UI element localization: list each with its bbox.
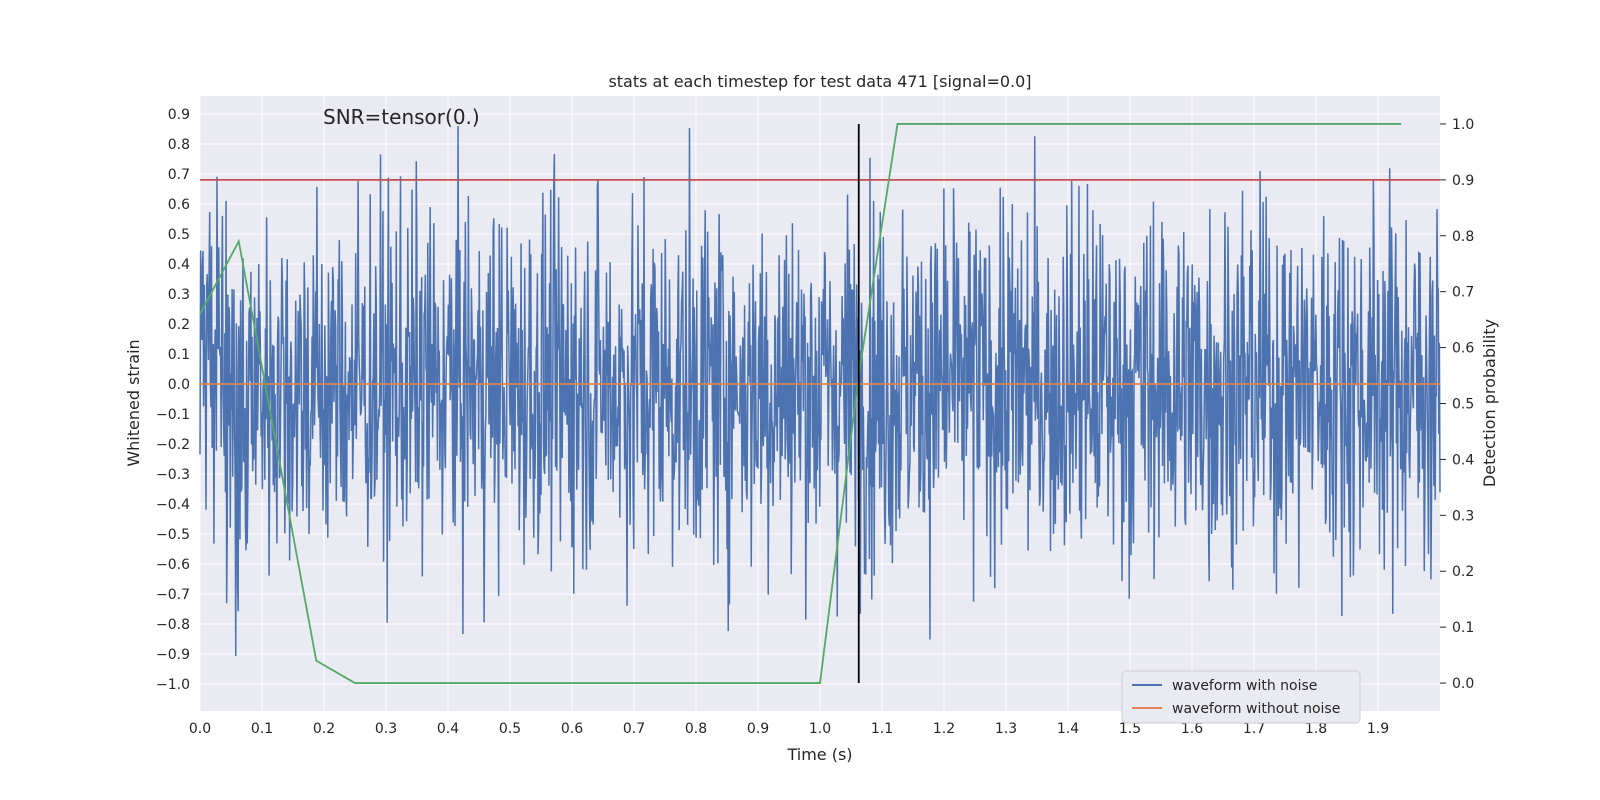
x-tick-label: 0.5 bbox=[499, 721, 521, 737]
x-tick-label: 1.9 bbox=[1367, 721, 1389, 737]
y-tick-label: 0.0 bbox=[168, 377, 190, 393]
chart-title: stats at each timestep for test data 471… bbox=[608, 72, 1031, 91]
noise-series bbox=[199, 125, 1441, 657]
y-tick-label: −0.2 bbox=[156, 437, 190, 453]
y-tick-label: 0.2 bbox=[168, 317, 190, 333]
y2-axis-title: Detection probability bbox=[1480, 319, 1499, 487]
x-tick-label: 1.0 bbox=[809, 721, 831, 737]
y2-tick-label: 0.1 bbox=[1452, 620, 1474, 636]
y-tick-label: −0.9 bbox=[156, 647, 190, 663]
x-tick-label: 0.1 bbox=[251, 721, 273, 737]
x-tick-label: 1.8 bbox=[1305, 721, 1327, 737]
x-tick-label: 0.6 bbox=[561, 721, 583, 737]
y-tick-label: 0.9 bbox=[168, 107, 190, 123]
x-axis-ticks: 0.0 0.1 0.2 0.3 0.4 0.5 0.6 0.7 0.8 0.9 1.0 1.1 1.2 1… bbox=[189, 721, 1389, 737]
y-tick-label: −0.3 bbox=[156, 467, 190, 483]
x-tick-label: 0.3 bbox=[375, 721, 397, 737]
x-tick-label: 0.2 bbox=[313, 721, 335, 737]
y-tick-label: 0.7 bbox=[168, 167, 190, 183]
y-tick-label: 0.4 bbox=[168, 257, 190, 273]
x-tick-label: 1.6 bbox=[1181, 721, 1203, 737]
y2-tick-label: 0.6 bbox=[1452, 341, 1474, 357]
x-tick-label: 1.1 bbox=[871, 721, 893, 737]
overlay-lines bbox=[199, 123, 1440, 684]
snr-annotation: SNR=tensor(0.) bbox=[323, 105, 480, 129]
y-tick-label: 0.5 bbox=[168, 227, 190, 243]
detection-probability-line bbox=[199, 123, 1402, 684]
y-tick-label: −1.0 bbox=[156, 677, 190, 693]
y-tick-label: 0.8 bbox=[168, 137, 190, 153]
x-tick-label: 1.3 bbox=[995, 721, 1017, 737]
y-tick-label: 0.3 bbox=[168, 287, 190, 303]
legend-label-noise: waveform with noise bbox=[1172, 678, 1317, 694]
legend: waveform with noise waveform without noi… bbox=[1121, 670, 1361, 724]
y-tick-label: 0.6 bbox=[168, 197, 190, 213]
y-tick-label: −0.7 bbox=[156, 587, 190, 603]
y2-tick-label: 0.2 bbox=[1452, 564, 1474, 580]
x-tick-label: 1.7 bbox=[1243, 721, 1265, 737]
y-axis-ticks: 0.9 0.8 0.7 0.6 0.5 0.4 0.3 0.2 0.1 0.0 −0.1 −0.2 −0… bbox=[156, 107, 190, 693]
y-tick-label: −0.4 bbox=[156, 497, 190, 513]
x-tick-label: 0.4 bbox=[437, 721, 459, 737]
y2-tick-label: 0.4 bbox=[1452, 452, 1474, 468]
legend-box bbox=[1121, 670, 1361, 724]
legend-label-clean: waveform without noise bbox=[1172, 701, 1340, 717]
y-tick-label: 0.1 bbox=[168, 347, 190, 363]
y2-tick-label: 0.9 bbox=[1452, 173, 1474, 189]
x-tick-label: 0.9 bbox=[747, 721, 769, 737]
x-tick-label: 0.0 bbox=[189, 721, 211, 737]
y-tick-label: −0.5 bbox=[156, 527, 190, 543]
y2-axis-ticks: 0.0 0.1 0.2 0.3 0.4 0.5 0.6 0.7 0.8 0.9 1.0 bbox=[1440, 117, 1474, 692]
y-tick-label: −0.6 bbox=[156, 557, 190, 573]
y-tick-label: −0.8 bbox=[156, 617, 190, 633]
y2-tick-label: 1.0 bbox=[1452, 117, 1474, 133]
x-tick-label: 1.2 bbox=[933, 721, 955, 737]
x-tick-label: 0.8 bbox=[685, 721, 707, 737]
y-axis-title: Whitened strain bbox=[124, 339, 143, 466]
x-axis-title: Time (s) bbox=[786, 745, 852, 764]
x-tick-label: 1.5 bbox=[1119, 721, 1141, 737]
y2-tick-label: 0.0 bbox=[1452, 676, 1474, 692]
y-tick-label: −0.1 bbox=[156, 407, 190, 423]
x-tick-label: 1.4 bbox=[1057, 721, 1079, 737]
y2-tick-label: 0.7 bbox=[1452, 285, 1474, 301]
y2-tick-label: 0.5 bbox=[1452, 397, 1474, 413]
y2-tick-label: 0.8 bbox=[1452, 229, 1474, 245]
x-tick-label: 0.7 bbox=[623, 721, 645, 737]
noise-waveform-line bbox=[199, 125, 1441, 657]
y2-tick-label: 0.3 bbox=[1452, 508, 1474, 524]
